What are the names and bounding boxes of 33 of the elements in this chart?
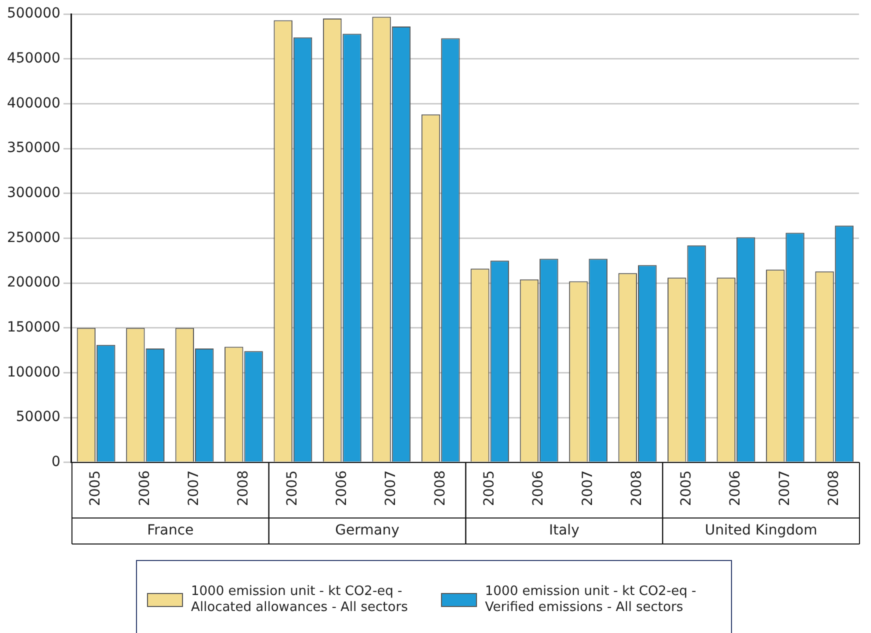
x-tick-label: 2005 [481,470,498,506]
y-tick-label: 150000 [6,320,60,336]
y-tick-label: 400000 [6,95,60,112]
x-tick-label: 2007 [776,470,793,506]
legend-label: 1000 emission unit - kt CO2-eq - Verified emissions - All sectors [485,584,698,616]
x-tick-label: 2005 [284,470,301,506]
x-tick-label: 2008 [629,470,646,506]
x-tick-label: 2005 [88,470,104,506]
x-tick-label: 2006 [136,470,153,506]
text: United Kingdom [704,522,818,539]
y-tick-label: 350000 [6,140,60,156]
text: Italy [548,522,580,539]
x-tick-label: 2006 [530,470,547,506]
x-tick-label: 2008 [235,470,252,506]
x-tick-label: 2007 [186,470,202,506]
y-tick-label: 200000 [6,274,60,291]
y-tick-label: 100000 [6,364,60,380]
x-tick-label: 2008 [826,470,842,506]
y-tick-label: 500000 [6,6,60,22]
legend-label: 1000 emission unit - kt CO2-eq - Allocated allowances - All sectors [191,584,409,616]
x-tick-label: 2008 [432,470,448,506]
y-tick-label: 0 [52,454,60,470]
x-tick-label: 2005 [678,470,694,506]
y-tick-label: 300000 [6,184,60,201]
x-tick-label: 2007 [580,470,596,506]
text: Germany [335,522,400,539]
y-tick-label: 250000 [6,230,60,246]
y-tick-label: 450000 [6,50,60,66]
y-tick-label: 50000 [16,409,60,426]
x-tick-label: 2007 [383,470,400,506]
x-tick-label: 2006 [334,470,350,506]
text: France [147,522,194,539]
x-tick-label: 2006 [728,470,744,506]
